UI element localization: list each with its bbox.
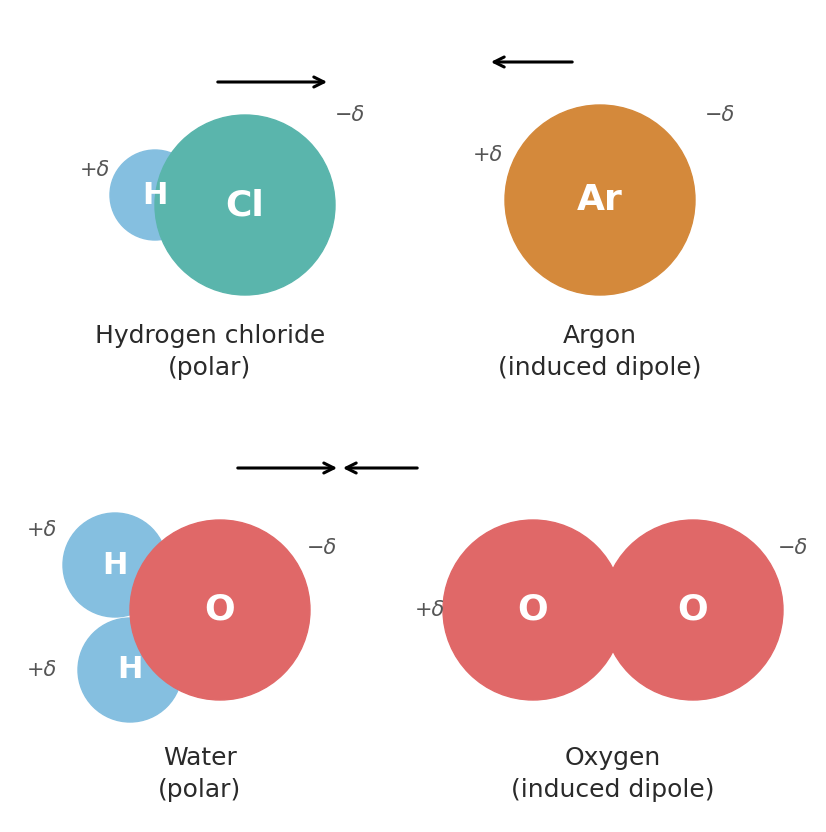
Text: Hydrogen chloride: Hydrogen chloride bbox=[95, 324, 325, 348]
Text: O: O bbox=[677, 593, 709, 627]
Text: H: H bbox=[117, 656, 143, 685]
Text: +δ: +δ bbox=[27, 660, 57, 680]
Text: −δ: −δ bbox=[778, 538, 808, 558]
Text: −δ: −δ bbox=[705, 105, 735, 125]
Text: +δ: +δ bbox=[415, 600, 445, 620]
Text: O: O bbox=[205, 593, 235, 627]
Circle shape bbox=[505, 105, 695, 295]
Text: (polar): (polar) bbox=[159, 779, 242, 802]
Circle shape bbox=[63, 513, 167, 617]
Text: H: H bbox=[142, 181, 168, 210]
Circle shape bbox=[110, 150, 200, 240]
Circle shape bbox=[155, 115, 335, 295]
Text: O: O bbox=[518, 593, 548, 627]
Text: (polar): (polar) bbox=[169, 356, 252, 380]
Text: Water: Water bbox=[163, 746, 237, 770]
Text: Cl: Cl bbox=[225, 188, 264, 222]
Circle shape bbox=[603, 520, 783, 700]
Text: −δ: −δ bbox=[307, 538, 337, 558]
Circle shape bbox=[78, 618, 182, 722]
Text: (induced dipole): (induced dipole) bbox=[498, 356, 702, 380]
Text: +δ: +δ bbox=[80, 160, 110, 180]
Text: Oxygen: Oxygen bbox=[565, 746, 661, 770]
Text: Ar: Ar bbox=[577, 183, 623, 217]
Text: +δ: +δ bbox=[472, 145, 503, 165]
Text: −δ: −δ bbox=[335, 105, 365, 125]
Text: (induced dipole): (induced dipole) bbox=[511, 779, 714, 802]
Circle shape bbox=[130, 520, 310, 700]
Circle shape bbox=[443, 520, 623, 700]
Text: H: H bbox=[102, 551, 128, 580]
Text: Argon: Argon bbox=[563, 324, 637, 348]
Text: +δ: +δ bbox=[27, 520, 57, 540]
